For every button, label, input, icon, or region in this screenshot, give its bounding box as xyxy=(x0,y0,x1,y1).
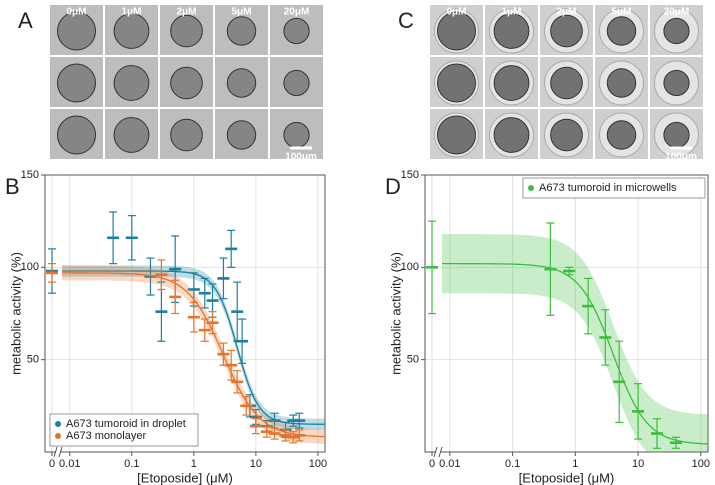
spheroid xyxy=(663,17,690,45)
legend-marker xyxy=(528,185,534,191)
concentration-label: 20μM xyxy=(284,7,310,18)
spheroid xyxy=(113,65,150,101)
concentration-label: 2μM xyxy=(176,7,196,18)
plot-area xyxy=(426,220,708,452)
x-axis-label: [Etoposide] (μM) xyxy=(137,470,233,485)
x-tick-label: 0.01 xyxy=(439,458,460,470)
x-tick-label: 100 xyxy=(692,458,710,470)
spheroid xyxy=(226,68,257,98)
axis-break-mark xyxy=(58,446,63,458)
panel-label: C xyxy=(398,8,414,33)
y-tick-label: 150 xyxy=(401,169,419,181)
spheroid xyxy=(226,16,257,46)
axis-break xyxy=(56,447,61,457)
concentration-label: 20μM xyxy=(664,7,690,18)
panel-label: B xyxy=(5,174,20,199)
spheroid xyxy=(57,115,96,155)
x-tick-label: 10 xyxy=(250,458,262,470)
spheroid xyxy=(283,17,310,45)
concentration-label: 1μM xyxy=(121,7,141,18)
legend-box xyxy=(49,413,199,447)
panel-label: A xyxy=(18,8,33,33)
confidence-band xyxy=(62,265,325,445)
axis-break-mark xyxy=(438,446,443,458)
spheroid xyxy=(226,120,257,150)
spheroid xyxy=(606,16,637,46)
concentration-label: 1μM xyxy=(501,7,521,18)
y-tick-label: 100 xyxy=(21,261,39,273)
x-tick-label: 10 xyxy=(632,458,644,470)
y-axis-label: metabolic activity (%) xyxy=(388,252,403,375)
y-tick-label: 100 xyxy=(401,261,419,273)
concentration-label: 0μM xyxy=(446,7,466,18)
spheroid xyxy=(283,121,310,149)
legend-label: A673 tumoroid in microwells xyxy=(539,182,677,194)
spheroid xyxy=(606,68,637,98)
chart: D 50 100 150 0 0.01 0.1 1 10 100 [Etoposide] (μM) m… xyxy=(385,169,710,485)
plot-area xyxy=(46,211,325,445)
axis-break xyxy=(436,447,441,457)
y-axis-label: metabolic activity (%) xyxy=(8,252,23,375)
axis-break-mark xyxy=(53,446,58,458)
concentration-label: 0μM xyxy=(66,7,86,18)
concentration-label: 2μM xyxy=(556,7,576,18)
x-tick-label: 1 xyxy=(572,458,578,470)
spheroid xyxy=(550,14,583,48)
x-tick-label: 100 xyxy=(309,458,327,470)
panel-label: D xyxy=(385,174,401,199)
x-tick-label: 0.1 xyxy=(505,458,520,470)
spheroid xyxy=(663,69,690,97)
spheroid xyxy=(57,63,96,103)
x-tick-label: 0 xyxy=(49,458,55,470)
spheroid xyxy=(493,13,530,49)
y-tick-label: 50 xyxy=(407,354,419,366)
confidence-band xyxy=(442,234,708,452)
spheroid xyxy=(493,65,530,101)
spheroid xyxy=(113,13,150,49)
x-axis-label: [Etoposide] (μM) xyxy=(519,470,615,485)
spheroid xyxy=(170,118,203,152)
spheroid xyxy=(437,115,476,155)
x-tick-label: 0.1 xyxy=(124,458,139,470)
spheroid xyxy=(437,63,476,103)
legend-label: A673 tumoroid in droplet xyxy=(66,418,186,430)
axis-break-mark xyxy=(433,446,438,458)
chart: B 50 100 150 0 0.01 0.1 1 10 100 [Etoposide] (μM) m… xyxy=(5,169,327,485)
spheroid xyxy=(283,69,310,97)
legend-marker xyxy=(55,433,61,439)
plot-frame xyxy=(44,174,326,453)
spheroid xyxy=(170,14,203,48)
spheroid xyxy=(493,117,530,153)
legend-label: A673 monolayer xyxy=(66,430,146,442)
spheroid xyxy=(57,11,96,51)
concentration-label: 5μM xyxy=(611,7,631,18)
fit-curve xyxy=(441,262,708,445)
spheroid xyxy=(113,117,150,153)
y-tick-label: 50 xyxy=(27,354,39,366)
scale-bar-label: 100μm xyxy=(665,152,697,163)
legend-marker xyxy=(55,421,61,427)
spheroid xyxy=(437,11,476,51)
legend-box xyxy=(522,177,706,199)
spheroid xyxy=(550,118,583,152)
spheroid xyxy=(170,66,203,100)
plot-frame xyxy=(424,174,709,453)
spheroid xyxy=(550,66,583,100)
x-tick-label: 1 xyxy=(191,458,197,470)
spheroid xyxy=(663,121,690,149)
y-tick-label: 150 xyxy=(21,169,39,181)
scale-bar-label: 100μm xyxy=(285,152,317,163)
x-tick-label: 0 xyxy=(429,458,435,470)
x-tick-label: 0.01 xyxy=(59,458,80,470)
concentration-label: 5μM xyxy=(231,7,251,18)
fit-curve xyxy=(61,272,325,438)
spheroid xyxy=(606,120,637,150)
